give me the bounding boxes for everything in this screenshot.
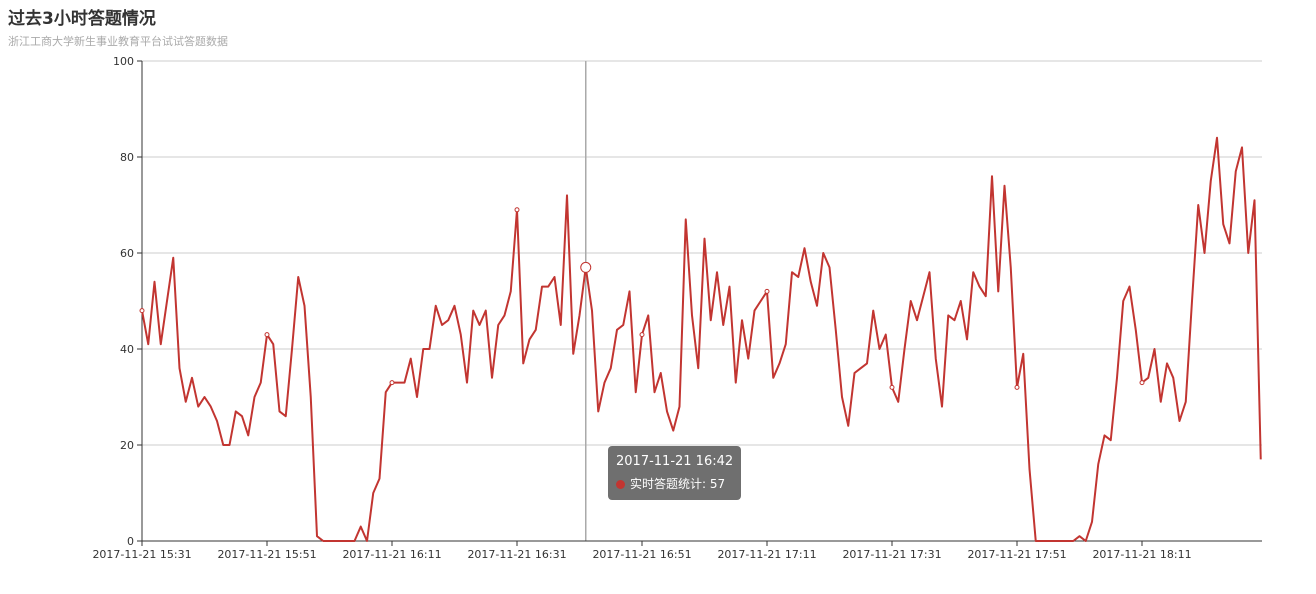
chart-subtitle: 浙江工商大学新生事业教育平台试试答题数据 bbox=[8, 35, 228, 48]
data-point bbox=[389, 380, 395, 386]
y-tick-label: 0 bbox=[127, 535, 134, 548]
y-tick-label: 60 bbox=[120, 247, 134, 260]
data-point bbox=[889, 384, 895, 390]
series-line bbox=[141, 136, 1262, 542]
x-tick-label: 2017-11-21 15:51 bbox=[217, 548, 316, 561]
tooltip-series-name: 实时答题统计 bbox=[630, 477, 703, 491]
data-point bbox=[764, 288, 770, 294]
x-tick-label: 2017-11-21 16:51 bbox=[592, 548, 691, 561]
x-tick-label: 2017-11-21 16:31 bbox=[467, 548, 566, 561]
y-tick-label: 80 bbox=[120, 151, 134, 164]
tooltip-time: 2017-11-21 16:42 bbox=[616, 454, 734, 469]
data-point bbox=[264, 332, 270, 338]
y-tick-label: 40 bbox=[120, 343, 134, 356]
x-tick-label: 2017-11-21 18:11 bbox=[1092, 548, 1191, 561]
chart-title: 过去3小时答题情况 bbox=[8, 9, 156, 29]
x-tick-label: 2017-11-21 17:51 bbox=[967, 548, 1066, 561]
grid-layer bbox=[142, 60, 1262, 541]
data-point bbox=[139, 308, 145, 314]
tooltip-separator: : bbox=[702, 477, 710, 491]
data-tooltip: 2017-11-21 16:42 实时答题统计: 57 bbox=[608, 446, 742, 500]
series-layer bbox=[139, 136, 1262, 542]
x-tick-label: 2017-11-21 16:11 bbox=[342, 548, 441, 561]
data-point bbox=[1014, 384, 1020, 390]
axis-layer: 0 20 40 60 80 100 2017-11-21 15:31 2017-11-21 1… bbox=[92, 55, 1262, 561]
data-point bbox=[580, 261, 592, 273]
x-tick-label: 2017-11-21 17:31 bbox=[842, 548, 941, 561]
data-point bbox=[514, 207, 520, 213]
x-tick-label: 2017-11-21 17:11 bbox=[717, 548, 816, 561]
tooltip-row: 实时答题统计: 57 bbox=[616, 473, 733, 495]
data-point bbox=[1139, 380, 1145, 386]
x-tick-label: 2017-11-21 15:31 bbox=[92, 548, 191, 561]
y-tick-label: 20 bbox=[120, 439, 134, 452]
tooltip-value: 57 bbox=[709, 477, 726, 491]
series-color-dot bbox=[616, 480, 625, 489]
data-point bbox=[639, 332, 645, 338]
y-tick-label: 100 bbox=[113, 55, 134, 68]
